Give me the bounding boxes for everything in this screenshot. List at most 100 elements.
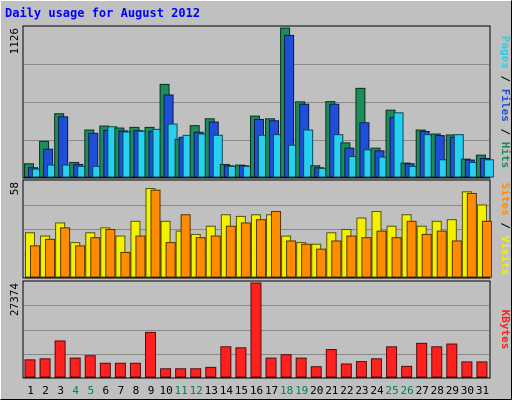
bar-kbytes-day-29 <box>446 343 458 378</box>
day-label-23: 23 <box>355 384 368 397</box>
bar-kbytes-day-8 <box>129 362 141 378</box>
bar-sites-day-11 <box>180 214 191 278</box>
day-label-18: 18 <box>280 384 293 397</box>
bar-sites-day-23 <box>361 237 372 278</box>
day-label-8: 8 <box>133 384 140 397</box>
bar-sites-day-24 <box>376 230 387 278</box>
day-label-4: 4 <box>72 384 79 397</box>
day-label-30: 30 <box>461 384 474 397</box>
bar-sites-day-15 <box>240 222 251 278</box>
bar-kbytes-day-26 <box>401 365 413 378</box>
day-label-14: 14 <box>220 384 234 397</box>
bar-sites-day-21 <box>331 240 342 278</box>
panel-kbytes-ymax-label: 27374 <box>8 283 21 316</box>
bar-sites-day-16 <box>255 219 266 278</box>
day-label-9: 9 <box>148 384 155 397</box>
day-label-7: 7 <box>118 384 125 397</box>
bar-kbytes-day-7 <box>114 362 126 378</box>
panel-hits-ymax-label: 1126 <box>8 28 21 55</box>
day-label-5: 5 <box>87 384 94 397</box>
day-label-16: 16 <box>250 384 263 397</box>
day-label-13: 13 <box>205 384 218 397</box>
bar-sites-day-27 <box>421 233 432 278</box>
panel-visits-ymax-label: 58 <box>8 182 21 195</box>
bar-kbytes-day-14 <box>220 346 232 378</box>
bar-sites-day-13 <box>210 235 221 278</box>
bar-kbytes-day-21 <box>325 349 337 378</box>
bar-sites-day-10 <box>165 242 176 278</box>
legend-files: Files <box>499 89 512 122</box>
bar-sites-day-8 <box>135 235 146 278</box>
legend-pages: Pages <box>499 36 512 69</box>
day-label-20: 20 <box>310 384 323 397</box>
bar-kbytes-day-1 <box>24 359 36 378</box>
bar-sites-day-1 <box>30 245 40 278</box>
bar-sites-day-28 <box>436 230 447 278</box>
bar-kbytes-day-20 <box>310 366 322 378</box>
bar-kbytes-day-4 <box>69 357 81 378</box>
day-label-2: 2 <box>42 384 49 397</box>
bar-sites-day-4 <box>75 245 86 278</box>
bar-kbytes-day-3 <box>54 340 66 378</box>
day-label-25: 25 <box>385 384 398 397</box>
day-label-6: 6 <box>103 384 110 397</box>
bar-pages-day-25 <box>393 112 404 178</box>
day-label-3: 3 <box>57 384 64 397</box>
bar-kbytes-day-24 <box>370 358 382 378</box>
bar-sites-day-19 <box>301 243 312 278</box>
bar-kbytes-day-31 <box>476 361 488 378</box>
day-label-22: 22 <box>340 384 353 397</box>
bar-sites-day-29 <box>451 240 462 278</box>
bar-pages-day-19 <box>303 129 314 178</box>
bar-sites-day-5 <box>90 237 101 278</box>
day-label-27: 27 <box>416 384 429 397</box>
day-label-10: 10 <box>159 384 172 397</box>
bar-kbytes-day-12 <box>190 368 202 378</box>
day-label-28: 28 <box>431 384 444 397</box>
bar-kbytes-day-2 <box>39 358 51 378</box>
chart-title: Daily usage for August 2012 <box>5 6 200 20</box>
bar-sites-day-14 <box>225 225 236 278</box>
bar-sites-day-31 <box>481 220 492 278</box>
bar-kbytes-day-22 <box>340 363 352 378</box>
bar-kbytes-day-17 <box>265 357 277 378</box>
day-label-12: 12 <box>190 384 203 397</box>
day-label-26: 26 <box>401 384 414 397</box>
legend-sites: Sites <box>499 183 512 216</box>
bar-sites-day-2 <box>45 238 56 278</box>
legend-visits: Visits <box>499 236 512 276</box>
day-label-17: 17 <box>265 384 278 397</box>
day-label-24: 24 <box>370 384 384 397</box>
bar-kbytes-day-25 <box>386 346 398 378</box>
bar-sites-day-30 <box>466 192 477 278</box>
bar-sites-day-9 <box>150 189 161 278</box>
day-label-19: 19 <box>295 384 308 397</box>
bar-pages-day-31 <box>483 159 494 178</box>
day-label-1: 1 <box>27 384 34 397</box>
bar-kbytes-day-6 <box>99 362 111 378</box>
bar-sites-day-3 <box>60 227 71 278</box>
bar-sites-day-20 <box>316 248 327 278</box>
bar-kbytes-day-13 <box>205 366 217 378</box>
panel-kbytes-legend: KBytes <box>499 310 512 350</box>
bar-sites-day-25 <box>391 237 402 278</box>
panel-hits-legend: Pages / Files / Hits <box>499 36 512 169</box>
bar-kbytes-day-19 <box>295 357 307 378</box>
day-label-15: 15 <box>235 384 248 397</box>
bar-sites-day-6 <box>105 229 116 278</box>
bar-sites-day-26 <box>406 220 417 278</box>
bar-kbytes-day-9 <box>145 331 157 378</box>
bar-sites-day-17 <box>271 210 282 278</box>
day-label-31: 31 <box>476 384 489 397</box>
bar-kbytes-day-16 <box>250 282 262 378</box>
bar-kbytes-day-10 <box>160 368 172 378</box>
bar-kbytes-day-27 <box>416 342 428 378</box>
bar-kbytes-day-15 <box>235 347 247 378</box>
legend-kbytes: KBytes <box>499 310 512 350</box>
day-label-11: 11 <box>175 384 188 397</box>
legend-hits: Hits <box>499 142 512 169</box>
bar-kbytes-day-11 <box>175 368 187 378</box>
bar-kbytes-day-18 <box>280 354 292 378</box>
